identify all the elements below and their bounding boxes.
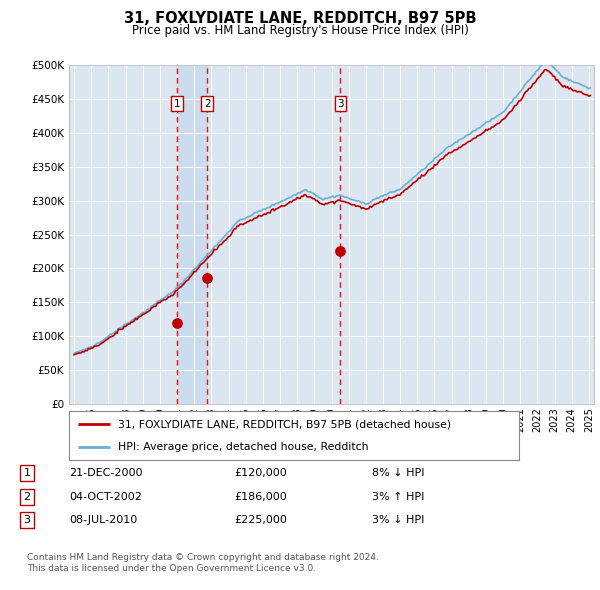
Text: 3% ↑ HPI: 3% ↑ HPI bbox=[372, 492, 424, 502]
Text: 08-JUL-2010: 08-JUL-2010 bbox=[69, 516, 137, 525]
Text: 04-OCT-2002: 04-OCT-2002 bbox=[69, 492, 142, 502]
Text: 3: 3 bbox=[337, 99, 344, 109]
Text: This data is licensed under the Open Government Licence v3.0.: This data is licensed under the Open Gov… bbox=[27, 565, 316, 573]
Text: Contains HM Land Registry data © Crown copyright and database right 2024.: Contains HM Land Registry data © Crown c… bbox=[27, 553, 379, 562]
Text: £186,000: £186,000 bbox=[234, 492, 287, 502]
Text: 1: 1 bbox=[23, 468, 31, 478]
Text: HPI: Average price, detached house, Redditch: HPI: Average price, detached house, Redd… bbox=[119, 442, 369, 452]
Text: 31, FOXLYDIATE LANE, REDDITCH, B97 5PB (detached house): 31, FOXLYDIATE LANE, REDDITCH, B97 5PB (… bbox=[119, 419, 452, 430]
Text: £120,000: £120,000 bbox=[234, 468, 287, 478]
Text: 21-DEC-2000: 21-DEC-2000 bbox=[69, 468, 143, 478]
Text: 31, FOXLYDIATE LANE, REDDITCH, B97 5PB: 31, FOXLYDIATE LANE, REDDITCH, B97 5PB bbox=[124, 11, 476, 25]
Text: £225,000: £225,000 bbox=[234, 516, 287, 525]
Text: 2: 2 bbox=[204, 99, 211, 109]
Text: 2: 2 bbox=[23, 492, 31, 502]
Bar bbox=[177, 65, 207, 404]
Text: 3% ↓ HPI: 3% ↓ HPI bbox=[372, 516, 424, 525]
Point bbox=[202, 273, 212, 283]
Text: 3: 3 bbox=[23, 516, 31, 525]
Text: 8% ↓ HPI: 8% ↓ HPI bbox=[372, 468, 425, 478]
Text: 1: 1 bbox=[174, 99, 181, 109]
Point bbox=[172, 318, 182, 327]
Text: Price paid vs. HM Land Registry's House Price Index (HPI): Price paid vs. HM Land Registry's House … bbox=[131, 24, 469, 37]
Point bbox=[335, 247, 345, 256]
